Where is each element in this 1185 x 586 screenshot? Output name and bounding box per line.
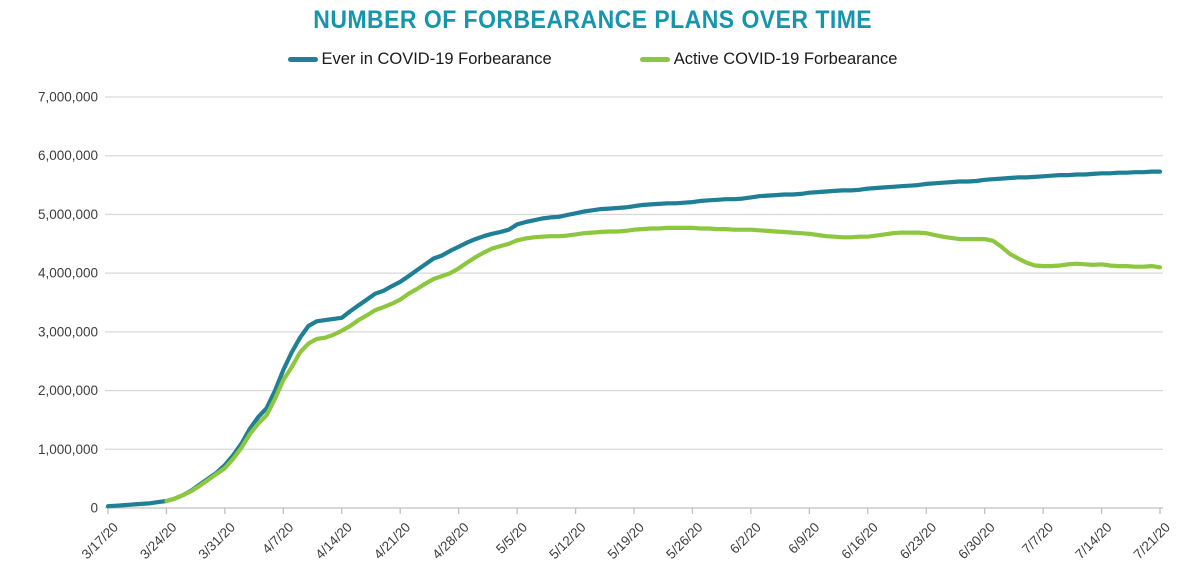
- y-tick-label: 5,000,000: [38, 207, 98, 222]
- x-tick-label: 5/26/20: [663, 520, 705, 562]
- legend-item-ever: Ever in COVID-19 Forbearance: [287, 50, 552, 69]
- y-tick-label: 2,000,000: [38, 383, 98, 398]
- x-tick-label: 3/24/20: [137, 520, 179, 562]
- series-ever-line: [105, 169, 1163, 509]
- legend-swatch-active: [639, 57, 670, 62]
- x-tick-label: 5/12/20: [546, 520, 588, 562]
- series-active-line: [164, 225, 1163, 504]
- x-tick-label: 4/21/20: [371, 520, 413, 562]
- y-tick-label: 7,000,000: [38, 90, 98, 105]
- legend-label-active: Active COVID-19 Forbearance: [673, 50, 898, 68]
- x-tick-label: 3/17/20: [79, 520, 121, 562]
- x-tick-label: 7/21/20: [1131, 520, 1173, 562]
- y-tick-label: 4,000,000: [38, 266, 98, 281]
- x-tick-label: 5/19/20: [605, 520, 647, 562]
- legend-label-ever: Ever in COVID-19 Forbearance: [321, 50, 552, 68]
- x-tick-label: 4/28/20: [429, 520, 471, 562]
- x-tick-label: 6/2/20: [727, 520, 764, 557]
- x-tick-label: 7/7/20: [1019, 520, 1056, 557]
- y-tick-label: 1,000,000: [38, 442, 98, 457]
- chart-title: NUMBER OF FORBEARANCE PLANS OVER TIME: [313, 6, 872, 34]
- x-tick-label: 4/7/20: [259, 520, 296, 557]
- x-tick-label: 6/16/20: [838, 520, 880, 562]
- y-tick-label: 3,000,000: [38, 324, 98, 339]
- x-tick-label: 5/5/20: [493, 520, 530, 557]
- y-tick-label: 6,000,000: [38, 148, 98, 163]
- legend-swatch-ever: [287, 57, 318, 62]
- x-tick-label: 6/30/20: [955, 520, 997, 562]
- legend-item-active: Active COVID-19 Forbearance: [639, 50, 898, 69]
- x-tick-label: 7/14/20: [1072, 520, 1114, 562]
- x-tick-label: 4/14/20: [312, 520, 354, 562]
- chart-header: NUMBER OF FORBEARANCE PLANS OVER TIME: [0, 0, 1185, 35]
- x-tick-label: 6/9/20: [785, 520, 822, 557]
- x-tick-label: 3/31/20: [196, 520, 238, 562]
- y-tick-label: 0: [90, 501, 98, 516]
- chart-legend: Ever in COVID-19 Forbearance Active COVI…: [0, 50, 1185, 69]
- x-tick-label: 6/23/20: [897, 520, 939, 562]
